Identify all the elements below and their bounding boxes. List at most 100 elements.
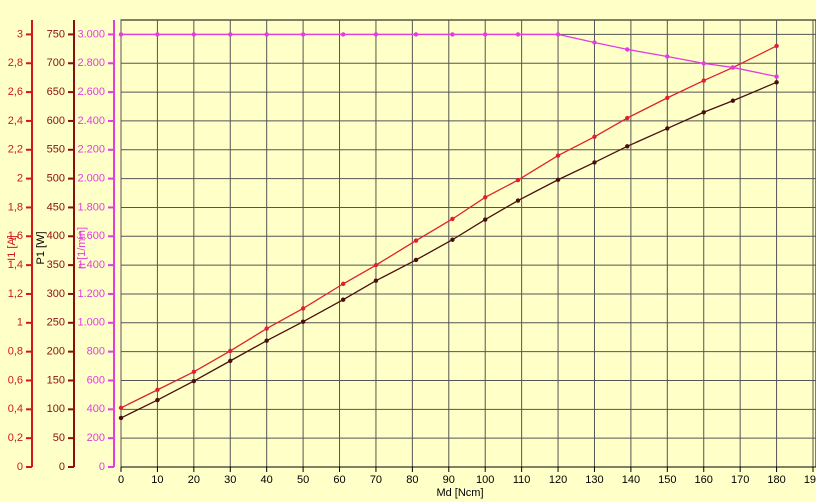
y-tick-label: 2,6	[8, 86, 23, 98]
y3-tick-label: 1.000	[77, 317, 105, 329]
point	[665, 54, 670, 59]
point	[515, 32, 521, 37]
x-tick-label: 190	[804, 474, 816, 486]
point	[555, 32, 561, 37]
x-tick-label: 100	[476, 474, 494, 486]
y2-tick-label: 250	[47, 317, 65, 329]
y2-tick-label: 550	[47, 144, 65, 156]
x-tick-label: 90	[443, 474, 455, 486]
point	[592, 40, 597, 45]
point	[515, 177, 521, 183]
y3-tick-label: 200	[87, 432, 105, 444]
point	[264, 338, 269, 343]
y-tick-label: 2,4	[8, 115, 23, 127]
point	[483, 217, 488, 222]
y3-tick-label: 3.000	[77, 28, 105, 40]
point	[155, 397, 160, 403]
point	[450, 216, 455, 222]
point	[300, 319, 306, 324]
y3-tick-label: 800	[87, 346, 105, 358]
plot-area	[120, 19, 816, 468]
x-tick-label: 80	[406, 474, 418, 486]
x-tick-label: 130	[585, 474, 603, 486]
x-tick-label: 160	[695, 474, 713, 486]
x-tick-label: 120	[549, 474, 567, 486]
point	[118, 415, 124, 421]
x-tick-label: 10	[151, 474, 163, 486]
point	[228, 358, 233, 364]
y2-axis-label: P1 [W]	[35, 231, 47, 264]
y2-tick-label: 750	[47, 28, 65, 40]
y2-tick-label: 0	[59, 461, 65, 473]
y3-tick-label: 1.800	[77, 201, 105, 213]
y3-tick-label: 400	[87, 403, 105, 415]
point	[515, 198, 521, 203]
y-tick-label: 0,6	[8, 374, 23, 386]
point	[228, 348, 233, 354]
point	[774, 80, 779, 85]
y2-tick-label: 300	[47, 288, 65, 300]
point	[592, 160, 597, 165]
point	[665, 95, 670, 101]
point	[413, 257, 419, 263]
point	[555, 153, 561, 158]
y-tick-label: 0,8	[8, 346, 23, 358]
point	[118, 405, 124, 411]
point	[300, 32, 306, 37]
point	[155, 387, 160, 393]
y3-tick-label: 0	[99, 461, 105, 473]
point	[373, 262, 379, 268]
x-tick-label: 0	[118, 474, 124, 486]
y2-tick-label: 650	[47, 86, 65, 98]
point	[483, 195, 488, 200]
point	[483, 32, 488, 37]
y-tick-label: 1	[17, 317, 23, 329]
x-tick-label: 30	[224, 474, 236, 486]
y3-tick-label: 1.600	[77, 230, 105, 242]
x-tick-label: 180	[767, 474, 785, 486]
point	[340, 32, 346, 37]
x-tick-label: 170	[731, 474, 749, 486]
y3-axis-label: n [1/min]	[76, 227, 88, 269]
x-tick-label: 40	[261, 474, 273, 486]
point	[373, 32, 379, 37]
y3-tick-label: 2.400	[77, 115, 105, 127]
y-tick-label: 1,2	[8, 288, 23, 300]
y-tick-label: 0	[17, 461, 23, 473]
point	[413, 32, 419, 37]
y3-tick-label: 600	[87, 374, 105, 386]
y-tick-label: 0,4	[8, 403, 23, 415]
y2-tick-label: 450	[47, 201, 65, 213]
point	[774, 74, 779, 79]
y2-tick-label: 700	[47, 57, 65, 69]
x-tick-label: 70	[370, 474, 382, 486]
point	[264, 32, 269, 37]
point	[774, 43, 779, 49]
y-tick-label: 1,4	[8, 259, 23, 271]
y2-tick-label: 350	[47, 259, 65, 271]
y-tick-label: 2,8	[8, 57, 23, 69]
y-axis-label: I1 [A]	[6, 235, 18, 261]
y-tick-label: 2,2	[8, 144, 23, 156]
y2-tick-label: 150	[47, 374, 65, 386]
point	[340, 297, 346, 302]
y2-tick-label: 100	[47, 403, 65, 415]
point	[730, 98, 736, 103]
point	[701, 110, 706, 115]
point	[592, 134, 597, 139]
point	[373, 278, 379, 283]
point	[625, 115, 630, 121]
point	[450, 32, 455, 37]
y-tick-label: 1,8	[8, 201, 23, 213]
x-tick-label: 110	[513, 474, 531, 486]
point	[625, 144, 630, 149]
point	[191, 378, 197, 384]
point	[300, 306, 306, 311]
point	[730, 65, 736, 70]
y2-tick-label: 600	[47, 115, 65, 127]
y3-tick-label: 1.400	[77, 259, 105, 271]
x-axis-label: Md [Ncm]	[436, 487, 483, 499]
y2-tick-label: 400	[47, 230, 65, 242]
